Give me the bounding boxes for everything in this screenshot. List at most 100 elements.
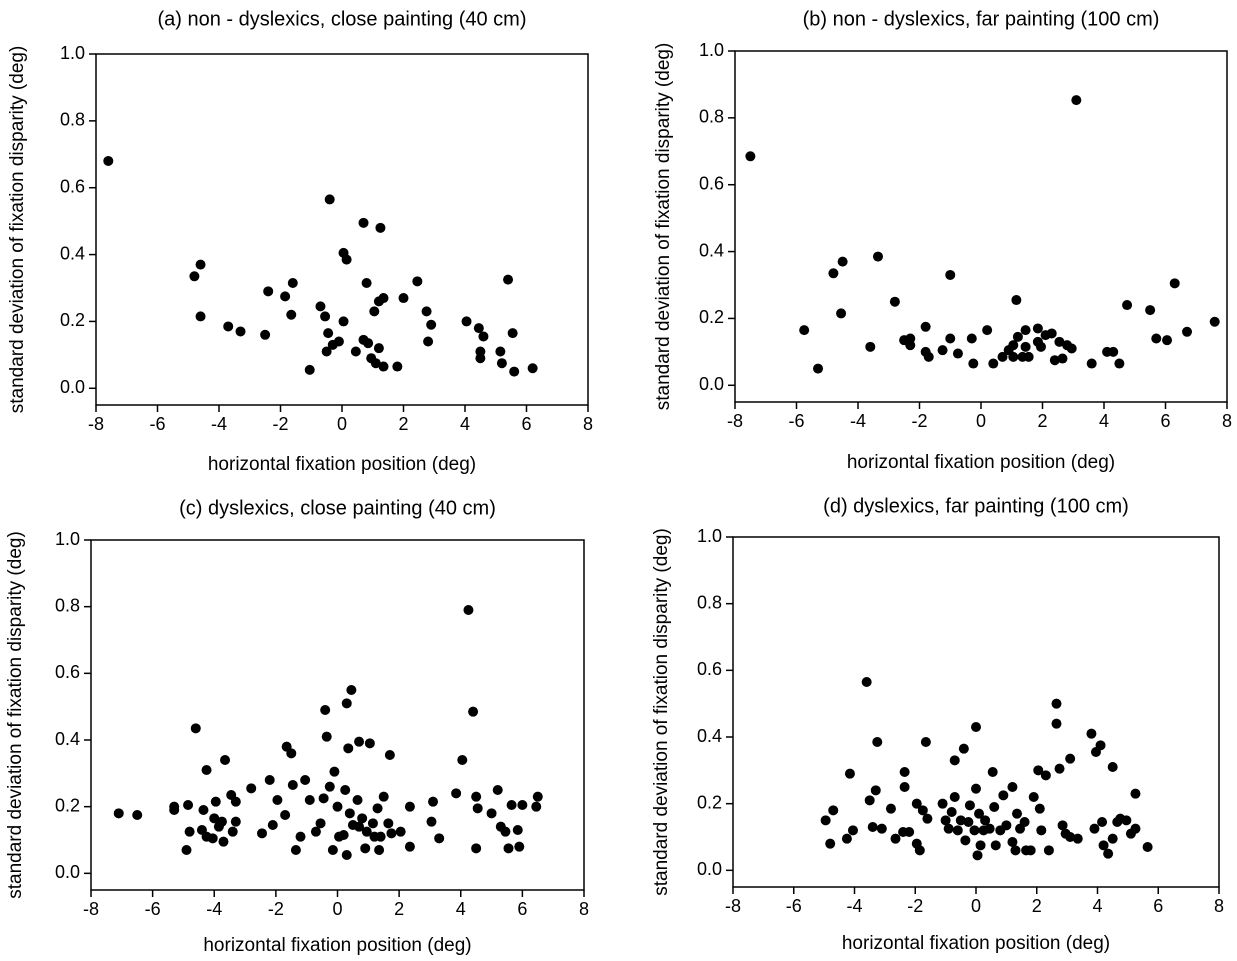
data-point: [195, 311, 206, 322]
data-point: [332, 801, 343, 812]
data-point: [404, 841, 415, 852]
data-point: [210, 796, 221, 807]
data-point: [1054, 336, 1065, 347]
data-point: [495, 346, 506, 357]
data-point: [421, 306, 432, 317]
data-point: [836, 308, 847, 319]
data-point: [321, 731, 332, 742]
data-point: [354, 821, 365, 832]
y-tick-label: 0.2: [699, 307, 724, 327]
data-point: [1057, 820, 1068, 831]
data-point: [1086, 728, 1097, 739]
data-point: [988, 358, 999, 369]
y-tick-label: 0.8: [60, 110, 85, 130]
data-point: [324, 781, 335, 792]
data-point: [340, 785, 351, 795]
data-point: [471, 843, 482, 854]
data-point: [917, 805, 928, 816]
data-point: [1108, 346, 1119, 357]
data-point: [820, 815, 831, 826]
data-point: [1086, 358, 1097, 369]
data-point: [1122, 300, 1133, 311]
data-point: [434, 833, 445, 844]
data-point: [1008, 340, 1019, 351]
data-point: [1049, 355, 1060, 366]
data-point: [369, 306, 380, 317]
data-point: [507, 328, 518, 339]
data-point: [257, 828, 268, 839]
data-point: [323, 328, 334, 339]
data-point: [1098, 840, 1109, 851]
data-point: [813, 363, 824, 374]
y-tick-label: 0.4: [60, 243, 85, 263]
data-point: [412, 276, 423, 287]
x-tick-label: 0: [971, 896, 981, 916]
x-tick-label: 6: [1153, 896, 1163, 916]
y-tick-label: 0.4: [699, 240, 724, 260]
y-tick-label: 1.0: [60, 43, 85, 63]
data-point: [514, 841, 525, 852]
data-point: [103, 155, 114, 166]
data-point: [169, 805, 180, 815]
data-point: [198, 805, 209, 815]
data-point: [363, 338, 374, 349]
x-tick-label: 6: [521, 414, 531, 434]
y-tick-label: 0.4: [697, 726, 722, 746]
data-point: [451, 788, 462, 799]
data-point: [975, 840, 986, 851]
data-point: [1032, 323, 1043, 334]
data-point: [1035, 341, 1046, 352]
data-point: [1071, 95, 1082, 106]
data-point: [472, 803, 483, 814]
y-tick-label: 0.6: [60, 176, 85, 196]
x-tick-label: 4: [1099, 411, 1109, 431]
y-tick-label: 0.4: [55, 729, 80, 749]
data-point: [1182, 326, 1193, 337]
x-tick-label: 2: [398, 414, 408, 434]
data-point: [338, 316, 349, 327]
x-tick-label: -4: [850, 411, 866, 431]
data-point: [295, 831, 306, 842]
x-tick-label: -6: [145, 899, 161, 919]
data-point: [461, 316, 472, 327]
x-tick-label: -6: [786, 896, 802, 916]
data-point: [960, 835, 971, 846]
data-point: [955, 815, 966, 826]
data-point: [344, 808, 355, 819]
data-point: [867, 822, 878, 832]
data-point: [920, 321, 931, 332]
data-point: [1036, 825, 1047, 836]
data-point: [1130, 823, 1141, 834]
x-tick-label: -4: [846, 896, 862, 916]
data-point: [183, 800, 194, 810]
data-point: [946, 807, 957, 817]
data-point: [360, 843, 371, 854]
data-point: [338, 830, 349, 840]
data-point: [373, 343, 384, 354]
data-point: [1054, 763, 1065, 774]
plot-frame: [95, 53, 589, 406]
data-point: [426, 319, 437, 330]
data-point: [286, 748, 297, 759]
panel-title: (b) non - dyslexics, far painting (100 c…: [803, 8, 1160, 30]
data-point: [1065, 832, 1076, 842]
data-point: [1145, 305, 1156, 316]
data-point: [1151, 333, 1162, 344]
data-point: [966, 333, 977, 344]
data-point: [375, 222, 386, 233]
data-point: [207, 833, 218, 844]
data-point: [378, 361, 389, 372]
data-point: [1019, 817, 1030, 827]
data-point: [230, 796, 241, 807]
data-point: [358, 217, 369, 228]
data-point: [230, 816, 241, 827]
data-point: [1011, 295, 1022, 306]
data-point: [184, 826, 195, 837]
panel: (a) non - dyslexics, close painting (40 …: [7, 8, 593, 475]
data-point: [844, 768, 855, 779]
data-point: [937, 345, 948, 356]
data-point: [1012, 808, 1023, 819]
data-point: [372, 803, 383, 814]
panel: (b) non - dyslexics, far painting (100 c…: [653, 8, 1232, 473]
